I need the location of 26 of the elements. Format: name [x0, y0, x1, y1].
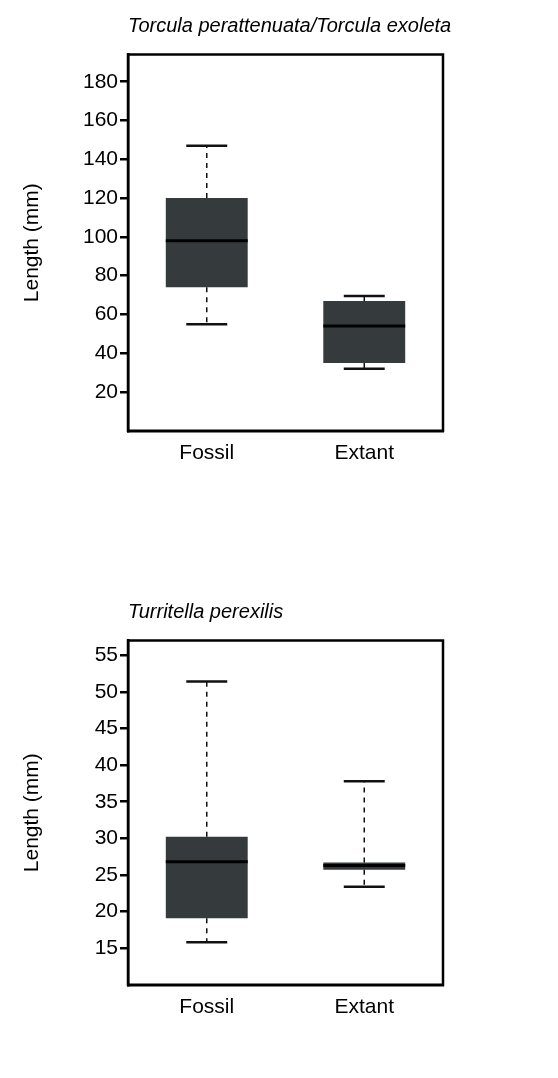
y-tick-label: 45: [94, 715, 118, 739]
chart-title: Torcula perattenuata/Torcula exoleta: [128, 14, 453, 38]
y-tick-label: 60: [94, 301, 118, 325]
y-tick-label: 35: [94, 788, 118, 812]
y-axis-title: Length (mm): [19, 753, 43, 873]
y-tick-label: 140: [82, 146, 118, 170]
y-tick-label: 40: [94, 751, 118, 775]
y-tick-label: 50: [94, 678, 118, 702]
y-tick-label: 180: [82, 68, 118, 92]
y-tick-label: 20: [94, 378, 118, 402]
y-tick-label: 30: [94, 825, 118, 849]
x-tick-label: Fossil: [179, 440, 235, 464]
y-tick-label: 25: [94, 861, 118, 885]
x-tick-label: Extant: [334, 440, 395, 464]
y-tick-label: 40: [94, 340, 118, 364]
y-tick-label: 55: [94, 642, 118, 666]
y-tick-label: 20: [94, 898, 118, 922]
y-tick-label: 100: [82, 223, 118, 247]
chart-title: Turritella perexilis: [128, 600, 285, 624]
y-tick-label: 120: [82, 184, 118, 208]
y-tick-label: 160: [82, 107, 118, 131]
y-axis-title: Length (mm): [19, 183, 43, 303]
x-tick-label: Extant: [334, 994, 395, 1018]
y-tick-label: 15: [94, 934, 118, 958]
x-tick-label: Fossil: [179, 994, 235, 1018]
y-tick-label: 80: [94, 262, 118, 286]
